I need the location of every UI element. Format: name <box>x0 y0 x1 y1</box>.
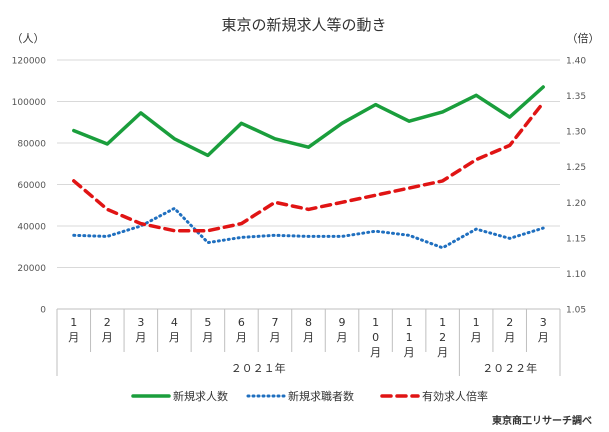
left-axis-unit: （人） <box>12 32 45 45</box>
gridlines <box>57 59 560 310</box>
right-axis-ticks: 1.05 1.10 1.15 1.20 1.25 1.30 1.35 1.40 <box>566 57 586 316</box>
category-axis: 1 月 2 月 3 月 4 月 5 月 6 月 7 月 8 月 9 月 1 0 月 1 1 月 1 2 月 1 月 2 月 3 月 ２０２１年 ２０… <box>56 309 561 376</box>
series-line-dotted <box>72 206 545 250</box>
legend-label: 新規求職者数 <box>288 389 354 403</box>
left-axis-ticks: 0 20000 40000 60000 80000 100000 120000 <box>12 57 47 316</box>
source-note: 東京商工リサーチ調べ <box>492 414 592 427</box>
left-tick-label: 20000 <box>17 264 46 274</box>
right-axis-unit: （倍） <box>567 31 600 45</box>
left-tick-label: 40000 <box>17 223 46 233</box>
year-label: ２０２２年 <box>482 361 537 375</box>
legend-label: 有効求人倍率 <box>422 389 488 403</box>
series-line-solid <box>72 85 545 158</box>
right-tick-label: 1.15 <box>566 234 586 244</box>
right-tick-label: 1.10 <box>566 270 586 280</box>
right-tick-label: 1.20 <box>566 199 586 209</box>
left-tick-label: 120000 <box>12 57 47 67</box>
year-label: ２０２１年 <box>231 361 286 375</box>
left-tick-label: 60000 <box>17 181 46 191</box>
left-tick-label: 100000 <box>12 98 47 108</box>
legend-label: 新規求人数 <box>173 389 228 403</box>
right-tick-label: 1.35 <box>566 92 586 102</box>
legend: 新規求人数 新規求職者数 有効求人倍率 <box>131 389 488 403</box>
left-tick-label: 0 <box>40 306 46 316</box>
right-tick-label: 1.05 <box>566 306 586 316</box>
chart-title: 東京の新規求人等の動き <box>221 16 386 34</box>
right-tick-label: 1.30 <box>566 128 586 138</box>
series-lines <box>72 85 545 250</box>
right-tick-label: 1.25 <box>566 163 586 173</box>
right-tick-label: 1.40 <box>566 57 586 67</box>
left-tick-label: 80000 <box>17 140 46 150</box>
series-line-dashed <box>72 100 545 233</box>
